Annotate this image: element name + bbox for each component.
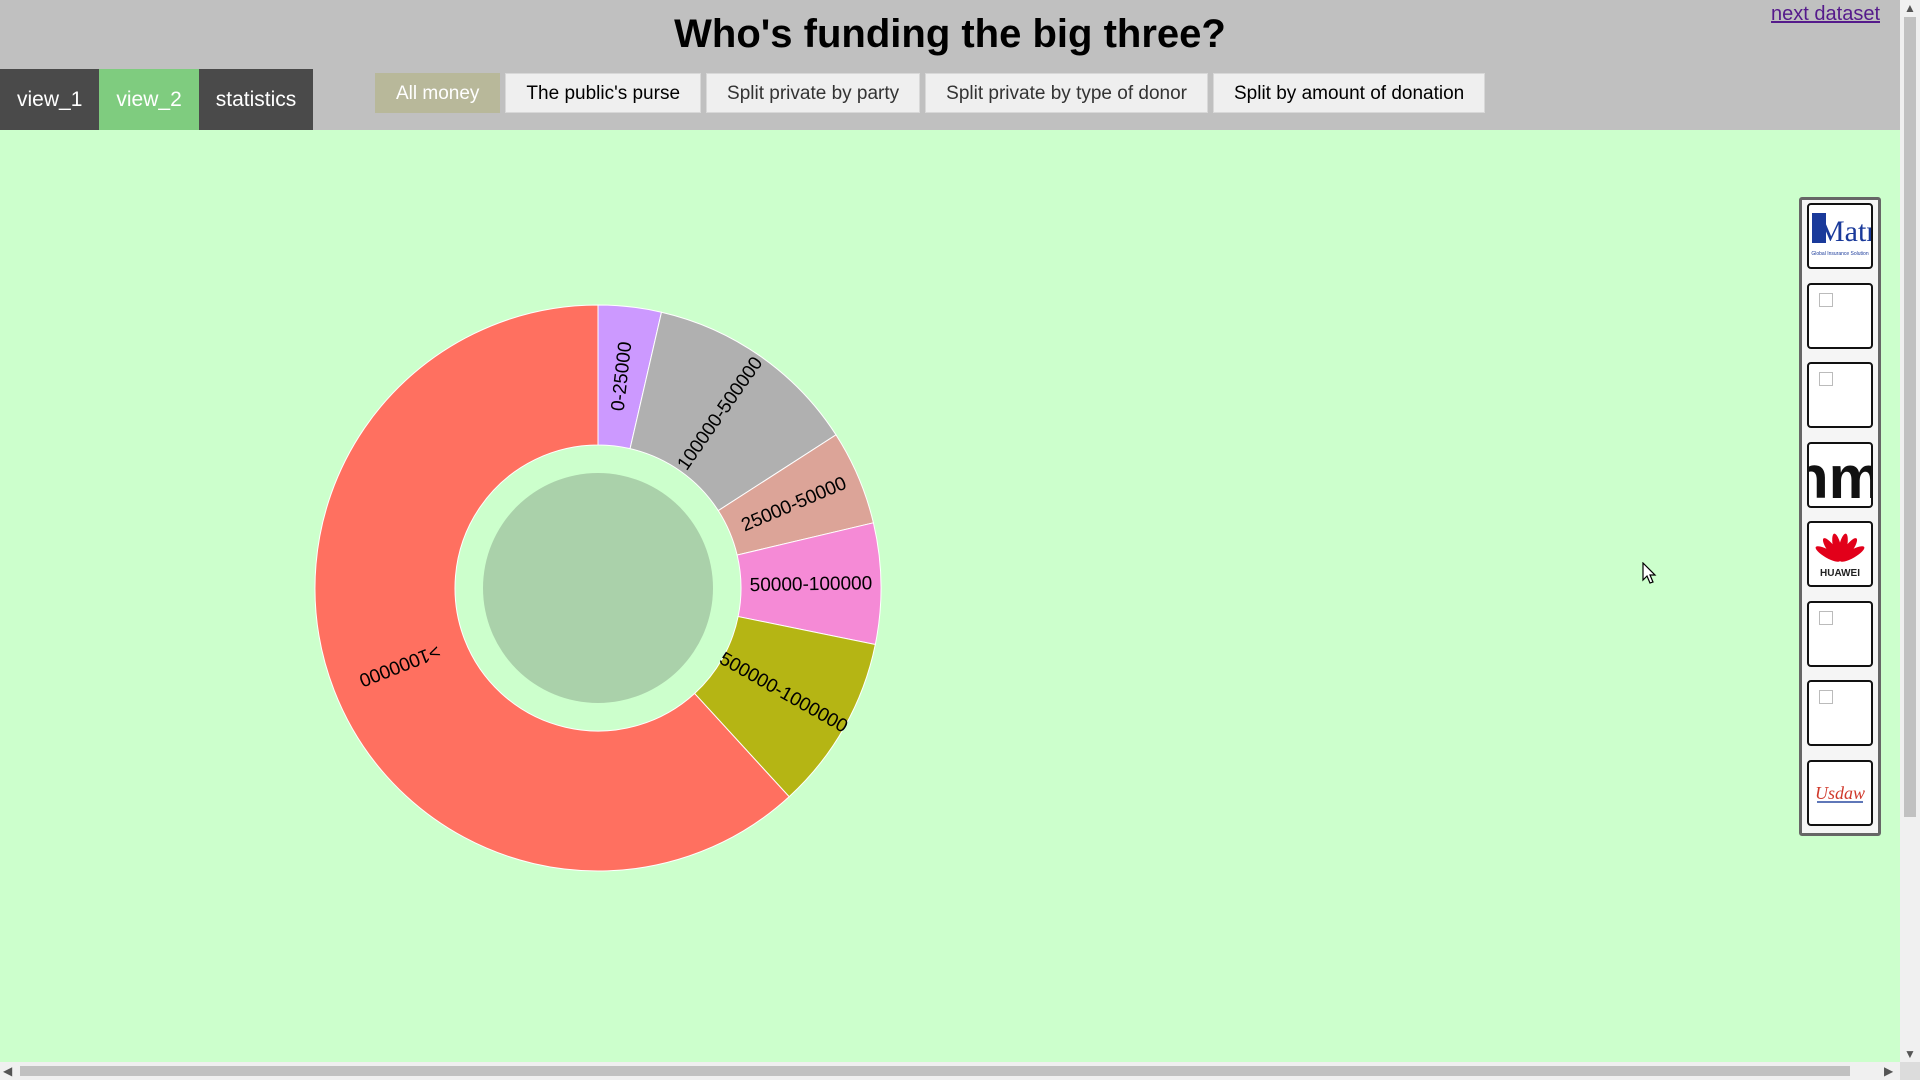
donor-logo-usdaw[interactable]: Usdaw [1807,760,1873,826]
tab-statistics[interactable]: statistics [198,69,314,130]
next-dataset-link[interactable]: next dataset [1771,3,1880,25]
donor-logo-7[interactable] [1807,680,1873,746]
scroll-down-arrow-icon[interactable]: ▼ [1904,1047,1916,1061]
donor-logo-2[interactable] [1807,283,1873,349]
broken-image-icon [1819,293,1833,307]
scroll-right-arrow-icon[interactable]: ▶ [1884,1064,1894,1078]
split-by-donor-type-button[interactable]: Split private by type of donor [925,73,1208,113]
public-purse-button[interactable]: The public's purse [505,73,702,113]
scroll-up-arrow-icon[interactable]: ▲ [1904,1,1916,15]
huawei-logo-icon: HUAWEI [1815,533,1865,579]
vertical-scrollbar[interactable]: ▲ ▼ [1900,0,1920,1062]
donor-logo-3[interactable] [1807,362,1873,428]
vertical-scroll-thumb[interactable] [1904,17,1916,817]
broken-image-icon [1819,690,1833,704]
mouse-cursor-icon [1642,562,1657,584]
hm-logo-icon: hm [1809,444,1871,506]
donor-logo-6[interactable] [1807,601,1873,667]
view-tabs: view_1 view_2 statistics [0,69,314,130]
donut-slice-5[interactable] [314,304,790,872]
huawei-logo-text: HUAWEI [1820,568,1860,579]
donor-logo-matrix[interactable]: Matrix Global Insurance Solution [1807,203,1873,269]
usdaw-logo-icon: Usdaw [1815,783,1865,803]
tab-view-1[interactable]: view_1 [0,69,100,130]
donor-logo-hm[interactable]: hm [1807,442,1873,508]
scroll-left-arrow-icon[interactable]: ◀ [3,1064,13,1078]
all-money-button[interactable]: All money [375,73,501,113]
broken-image-icon [1819,611,1833,625]
tab-view-2[interactable]: view_2 [99,69,199,130]
scrollbar-corner [1900,1062,1920,1080]
horizontal-scroll-thumb[interactable] [20,1066,1850,1076]
donut-slice-label-3: 50000-100000 [750,573,873,596]
header-bar: Who's funding the big three? next datase… [0,0,1900,130]
donation-donut-chart: 0-25000 100000-50000025000-5000050000-100… [314,304,882,872]
page-title: Who's funding the big three? [674,12,1226,56]
donor-logo-panel: Matrix Global Insurance Solution hm HUAW… [1799,197,1881,836]
matrix-logo-icon: Matrix Global Insurance Solution [1811,213,1871,257]
horizontal-scrollbar[interactable]: ◀ ▶ [0,1062,1900,1080]
hm-logo-text: hm [1809,444,1871,506]
broken-image-icon [1819,372,1833,386]
filter-buttons: All money The public's purse Split priva… [375,73,1486,113]
donut-center-circle[interactable] [483,473,713,703]
donor-logo-huawei[interactable]: HUAWEI [1807,521,1873,587]
usdaw-logo-text: Usdaw [1815,783,1865,803]
matrix-logo-text: Matrix [1818,215,1871,248]
matrix-logo-subtext: Global Insurance Solution [1811,251,1868,257]
split-by-party-button[interactable]: Split private by party [706,73,921,113]
split-by-amount-button[interactable]: Split by amount of donation [1212,73,1486,113]
